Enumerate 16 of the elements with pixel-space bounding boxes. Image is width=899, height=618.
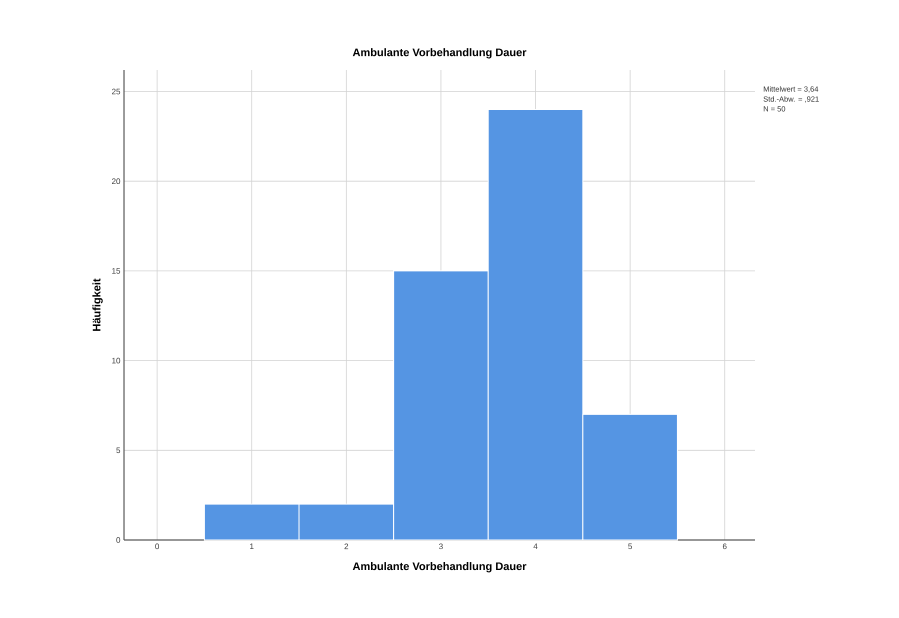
y-tick-label: 5 xyxy=(116,448,120,454)
x-tick-label: 3 xyxy=(439,544,443,550)
chart-title: Ambulante Vorbehandlung Dauer xyxy=(352,48,526,58)
x-tick-label: 2 xyxy=(344,544,348,550)
x-tick-label: 0 xyxy=(155,544,160,550)
y-tick-label: 0 xyxy=(116,537,120,543)
x-axis-title: Ambulante Vorbehandlung Dauer xyxy=(352,562,526,572)
y-tick-label: 15 xyxy=(112,268,120,274)
x-tick-label: 5 xyxy=(628,544,632,550)
x-tick-label: 1 xyxy=(250,544,254,550)
y-tick-label: 20 xyxy=(112,178,120,184)
x-tick-label: 6 xyxy=(722,544,727,550)
y-tick-label: 25 xyxy=(112,88,120,94)
y-tick-label: 10 xyxy=(112,358,120,364)
x-tick-label: 4 xyxy=(533,544,538,550)
y-axis-title: Häufigkeit xyxy=(92,278,103,331)
